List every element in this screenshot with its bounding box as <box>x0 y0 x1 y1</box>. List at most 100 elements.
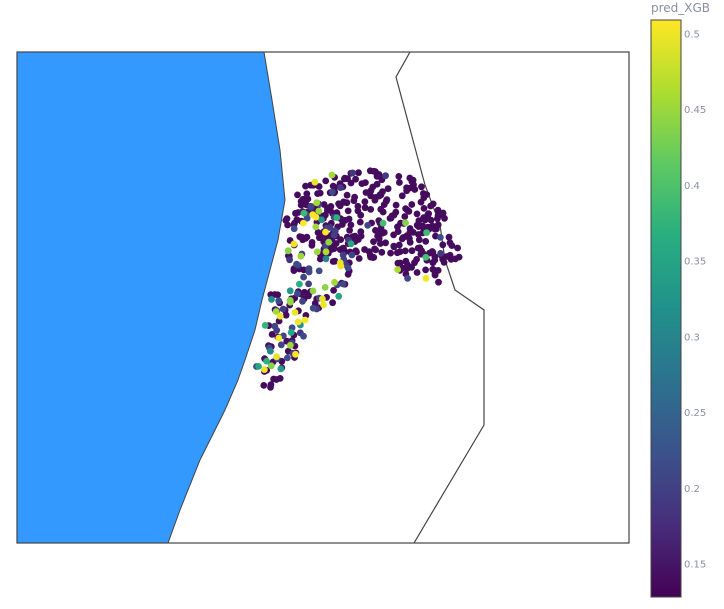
data-point <box>344 207 352 215</box>
data-point <box>352 175 359 183</box>
data-point <box>405 207 413 215</box>
data-point <box>341 174 349 182</box>
data-point <box>408 201 416 208</box>
data-point <box>319 295 326 303</box>
data-point <box>313 199 321 207</box>
data-point <box>379 219 387 227</box>
data-point <box>337 262 345 270</box>
data-point <box>367 192 375 200</box>
data-point <box>356 218 364 226</box>
colorbar-tick-label: 0.4 <box>684 181 700 192</box>
data-point <box>273 376 280 383</box>
data-point <box>311 178 319 186</box>
data-point <box>422 266 429 274</box>
data-point <box>307 202 315 210</box>
data-point <box>398 192 406 200</box>
data-point <box>287 329 295 336</box>
data-point <box>415 236 423 244</box>
data-point <box>394 259 402 267</box>
data-point <box>273 353 280 361</box>
data-point <box>370 238 377 246</box>
data-point <box>290 240 298 248</box>
data-point <box>274 291 282 299</box>
colorbar-tick-label: 0.15 <box>684 560 706 571</box>
data-point <box>392 201 400 209</box>
data-point <box>427 216 435 224</box>
data-point <box>300 209 308 217</box>
map-frame <box>16 51 630 544</box>
data-point <box>303 290 311 297</box>
colorbar-gradient <box>650 19 682 598</box>
data-point <box>454 244 461 252</box>
data-point <box>382 197 390 205</box>
data-point <box>395 173 403 180</box>
data-point <box>261 366 268 373</box>
data-point <box>286 256 293 264</box>
data-point <box>322 248 330 256</box>
data-point <box>378 248 386 256</box>
data-point <box>316 233 324 241</box>
data-point <box>318 216 325 224</box>
data-point <box>418 183 425 191</box>
data-point <box>344 271 352 278</box>
data-point <box>284 247 292 255</box>
data-point <box>448 242 456 250</box>
colorbar-title: pred_XGB <box>651 1 710 15</box>
data-point <box>277 365 285 373</box>
data-point <box>354 236 362 243</box>
data-point <box>411 259 418 267</box>
data-point <box>401 247 409 255</box>
data-point <box>338 221 346 228</box>
data-point <box>377 240 384 247</box>
data-point <box>299 297 306 305</box>
data-point <box>297 252 305 260</box>
data-point <box>303 190 311 198</box>
data-point <box>364 222 372 229</box>
data-point <box>434 215 441 223</box>
data-point <box>413 269 421 276</box>
data-point <box>330 231 338 239</box>
data-point <box>329 188 336 196</box>
data-point <box>427 202 434 210</box>
data-point <box>357 228 365 236</box>
data-point <box>416 244 424 252</box>
data-point <box>305 268 313 276</box>
data-point <box>268 331 276 338</box>
data-point <box>296 280 303 288</box>
data-point <box>333 214 341 222</box>
data-point <box>300 199 307 207</box>
data-point <box>302 234 309 242</box>
data-point <box>394 266 401 273</box>
data-point <box>379 208 387 216</box>
data-point <box>420 205 428 212</box>
data-point <box>255 363 262 370</box>
data-point <box>300 273 307 281</box>
data-point <box>347 240 355 248</box>
data-point <box>330 245 338 253</box>
data-point <box>308 239 316 246</box>
data-point <box>422 238 430 245</box>
data-point <box>365 248 373 256</box>
colorbar-tick-label: 0.25 <box>684 408 706 419</box>
data-point <box>329 299 336 307</box>
data-point <box>315 207 323 215</box>
data-point <box>309 287 317 295</box>
data-point <box>396 179 403 186</box>
colorbar-tick-label: 0.35 <box>684 257 706 268</box>
data-point <box>433 225 440 233</box>
data-point <box>304 195 312 203</box>
data-point <box>361 198 369 206</box>
data-point <box>331 257 339 265</box>
data-point <box>286 287 294 295</box>
data-point <box>279 305 287 313</box>
data-point <box>372 246 379 254</box>
data-point <box>431 253 439 260</box>
colorbar-ticks: 0.5 0.45 0.4 0.35 0.3 0.25 0.2 0.15 <box>684 30 706 571</box>
data-point <box>343 191 351 199</box>
data-point <box>263 357 270 365</box>
data-point <box>325 238 333 246</box>
colorbar-tick-label: 0.5 <box>684 30 700 41</box>
data-point <box>434 206 442 214</box>
scatter-points <box>253 167 463 391</box>
